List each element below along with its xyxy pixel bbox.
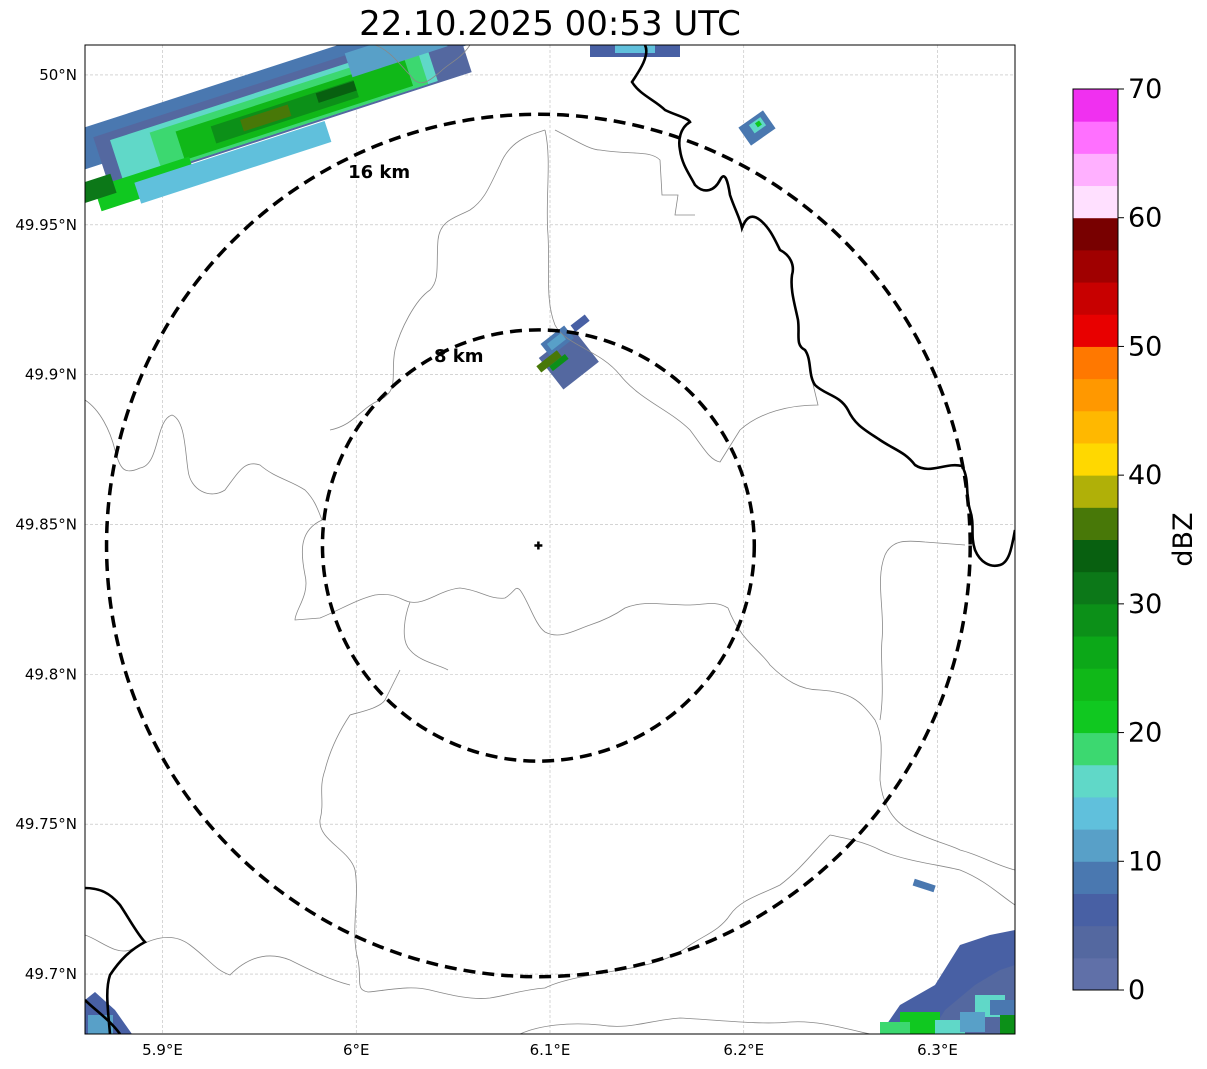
- colorbar-segment: [1073, 700, 1118, 734]
- colorbar-tick-label: 60: [1128, 203, 1162, 234]
- echo-cluster-north-small: [738, 110, 776, 146]
- lat-tick-label: 49.7°N: [25, 965, 77, 983]
- map-frame: [84, 44, 1016, 1035]
- range-ring-16km: [104, 112, 972, 979]
- reflectivity-echoes: [85, 45, 1015, 1034]
- lon-tick-label: 6.1°E: [530, 1041, 571, 1059]
- range-rings: 8 km 16 km: [104, 112, 972, 979]
- colorbar-tick-label: 40: [1128, 460, 1162, 491]
- colorbar-segment: [1073, 121, 1118, 154]
- axis-tick-labels: 5.9°E 6°E 6.1°E 6.2°E 6.3°E 49.7°N 49.75°N 49.8…: [15, 66, 958, 1059]
- colorbar-tick-label: 0: [1128, 975, 1145, 1006]
- colorbar-frame: [1072, 88, 1119, 991]
- colorbar-segment: [1073, 507, 1118, 540]
- colorbar-segment: [1073, 539, 1118, 573]
- colorbar-segment: [1073, 957, 1118, 991]
- colorbar-tick-label: 50: [1128, 331, 1162, 362]
- lon-tick-label: 6.2°E: [723, 1041, 764, 1059]
- gridlines: [85, 45, 1015, 1034]
- lat-tick-label: 49.8°N: [25, 665, 77, 683]
- colorbar-segment: [1073, 861, 1118, 894]
- range-ring-8km: [320, 328, 757, 763]
- lat-tick-label: 49.75°N: [15, 815, 77, 833]
- colorbar-segment: [1073, 764, 1118, 798]
- colorbar-segment: [1073, 925, 1118, 959]
- map-title: 22.10.2025 00:53 UTC: [359, 4, 741, 44]
- colorbar-segment: [1073, 732, 1118, 766]
- echo-cluster-center: [536, 314, 599, 390]
- colorbar-tick-label: 10: [1128, 846, 1162, 877]
- colorbar-segment: [1073, 442, 1118, 476]
- colorbar-tick-label: 70: [1128, 74, 1162, 105]
- range-ring-label: 8 km: [434, 346, 484, 367]
- colorbar-segment: [1073, 314, 1118, 347]
- lat-tick-label: 49.95°N: [15, 216, 77, 234]
- colorbar-tick-label: 30: [1128, 589, 1162, 620]
- admin-boundaries: [85, 45, 1015, 1034]
- colorbar: 0 10 20 30 40 50 60 70 dBZ: [1072, 74, 1199, 1006]
- colorbar-tick-label: 20: [1128, 718, 1162, 749]
- colorbar-segment: [1073, 217, 1118, 251]
- colorbar-segment: [1073, 475, 1118, 508]
- lat-tick-label: 50°N: [39, 66, 77, 84]
- colorbar-segment: [1073, 796, 1118, 830]
- colorbar-segment: [1073, 603, 1118, 637]
- colorbar-segment: [1073, 668, 1118, 701]
- colorbar-segment: [1073, 829, 1118, 862]
- lat-tick-label: 49.85°N: [15, 516, 77, 534]
- range-ring-label: 16 km: [348, 162, 410, 183]
- colorbar-segment: [1073, 636, 1118, 669]
- colorbar-segment: [1073, 410, 1118, 444]
- colorbar-segment: [1073, 571, 1118, 605]
- colorbar-segment: [1073, 153, 1118, 187]
- colorbar-segment: [1073, 185, 1118, 219]
- colorbar-segment: [1073, 346, 1118, 380]
- lon-tick-label: 5.9°E: [142, 1041, 183, 1059]
- lat-tick-label: 49.9°N: [25, 366, 77, 384]
- colorbar-segment: [1073, 893, 1118, 927]
- lon-tick-label: 6.3°E: [917, 1041, 958, 1059]
- echo-cluster-northwest: [85, 45, 478, 212]
- colorbar-label: dBZ: [1168, 512, 1199, 566]
- lon-tick-label: 6°E: [343, 1041, 370, 1059]
- colorbar-segment: [1073, 282, 1118, 315]
- radar-site-plus-icon: [534, 541, 543, 550]
- colorbar-segment: [1073, 89, 1118, 122]
- colorbar-segment: [1073, 249, 1118, 283]
- colorbar-segment: [1073, 378, 1118, 412]
- echo-cluster-southeast: [880, 930, 1015, 1034]
